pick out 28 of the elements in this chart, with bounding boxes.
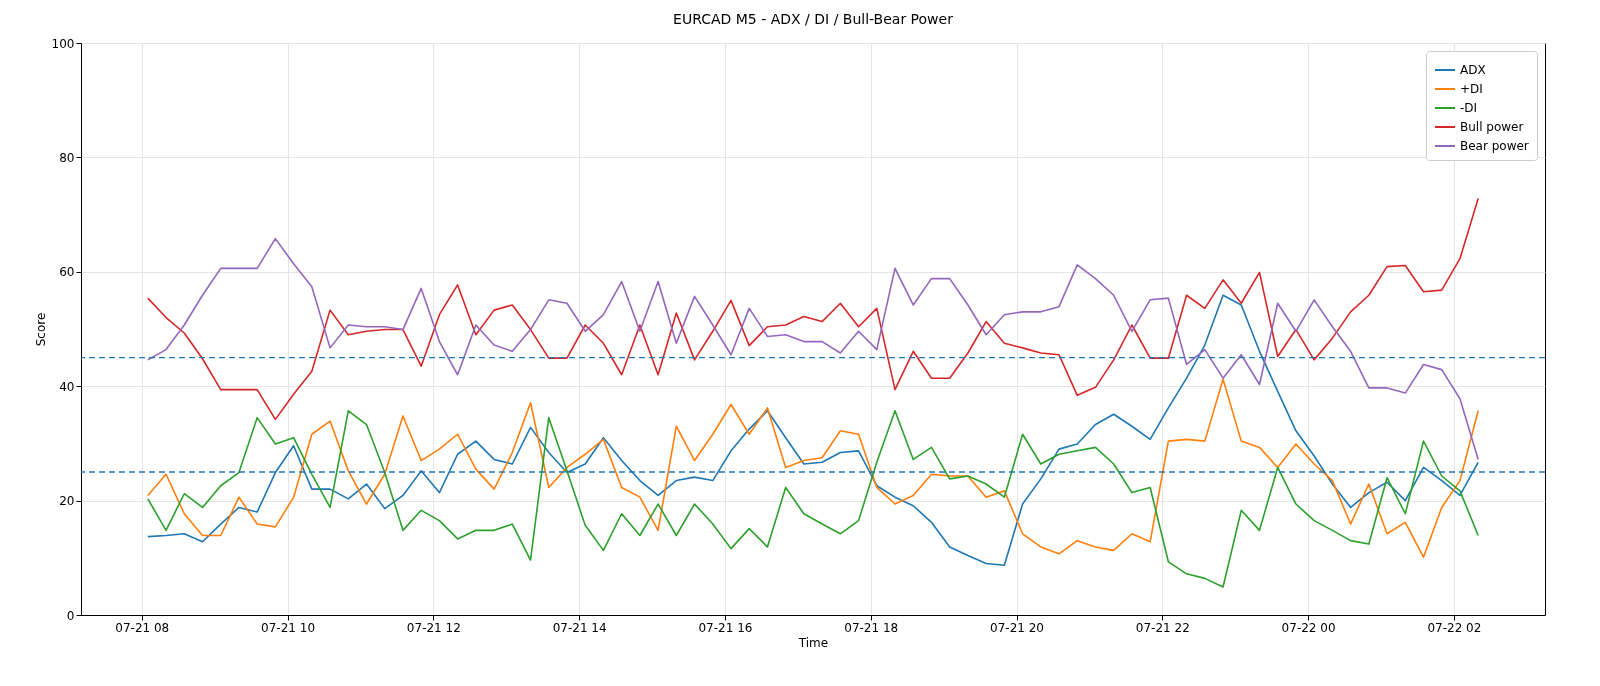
line-series [147,410,1479,588]
x-tick-label: 07-21 16 [698,620,753,635]
y-axis-title: Score [33,312,48,347]
x-axis-title: Time [797,635,829,650]
legend-label: -DI [1460,101,1478,115]
y-tick-label: 40 [59,379,75,394]
legend-label: Bear power [1460,139,1529,153]
x-tick-label: 07-21 22 [1135,620,1190,635]
legend-label: ADX [1460,63,1486,77]
x-tick-label: 07-22 00 [1281,620,1336,635]
x-tick-label: 07-21 14 [552,620,607,635]
line-series [147,197,1479,421]
y-tick-label: 100 [51,36,75,51]
x-tick-label: 07-21 10 [261,620,316,635]
y-tick-label: 0 [66,608,75,623]
x-tick-label: 07-21 12 [406,620,461,635]
chart-title: EURCAD M5 - ADX / DI / Bull-Bear Power [673,11,954,27]
x-tick-label: 07-21 18 [844,620,899,635]
x-tick-label: 07-21 20 [990,620,1044,635]
legend-label: Bull power [1460,120,1524,134]
x-tick-label: 07-21 08 [115,620,170,635]
y-tick-label: 60 [59,265,75,280]
y-tick-label: 20 [59,494,75,509]
x-tick-label: 07-22 02 [1427,620,1482,635]
line-series [147,378,1479,559]
y-tick-label: 80 [59,150,75,165]
legend-label: +DI [1460,82,1483,96]
line-series [147,237,1479,461]
